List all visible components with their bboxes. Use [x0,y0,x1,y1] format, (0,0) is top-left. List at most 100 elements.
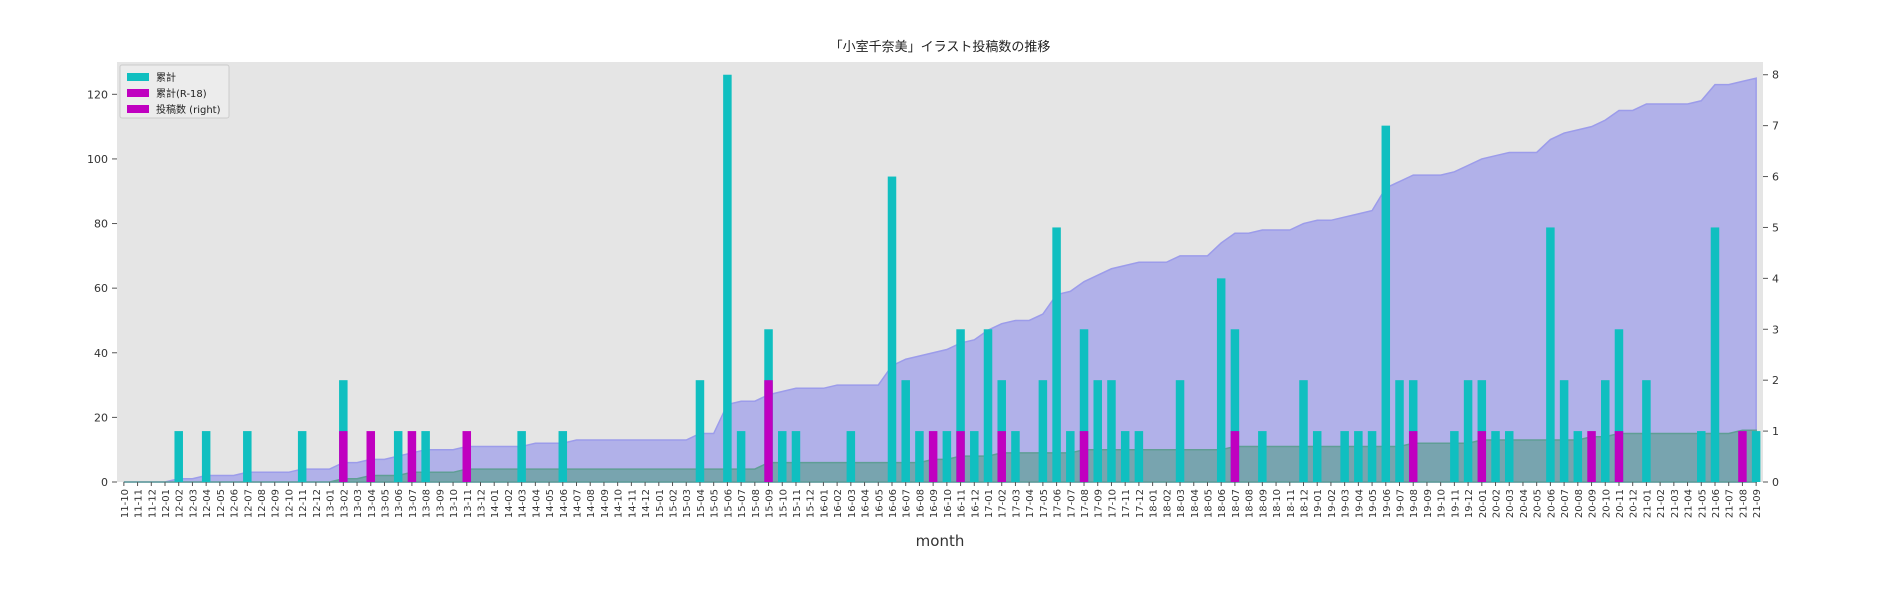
y2-tick-label: 0 [1772,476,1779,489]
r18-post-count-bar-20-09 [1587,431,1596,482]
x-tick-label: 11-10 [120,489,131,518]
x-tick-label: 12-12 [312,489,323,518]
post-count-bar-20-07 [1559,380,1569,482]
x-tick-label: 18-08 [1245,489,1256,518]
x-tick-label: 14-07 [573,489,584,518]
x-tick-label: 19-01 [1313,489,1324,518]
x-tick-label: 20-01 [1478,489,1489,518]
post-count-bar-19-04 [1354,431,1363,482]
x-tick-label: 14-12 [641,489,652,518]
y-tick-label: 60 [94,282,108,295]
post-count-bar-19-03 [1340,431,1349,482]
x-tick-label: 21-06 [1711,489,1722,518]
x-tick-label: 12-06 [230,489,241,518]
r18-post-count-bar-13-02 [339,431,348,482]
legend-label: 累計 [156,71,176,84]
y-tick-label: 0 [101,476,108,489]
x-tick-label: 13-04 [367,489,378,518]
x-tick-label: 17-05 [1039,489,1050,518]
x-tick-label: 19-03 [1341,489,1352,518]
post-count-bar-15-07 [736,431,746,482]
x-tick-label: 21-03 [1670,489,1681,518]
x-tick-label: 20-03 [1505,489,1516,518]
x-tick-label: 20-07 [1560,489,1571,518]
x-tick-label: 15-02 [669,489,680,518]
x-tick-label: 14-02 [504,489,515,518]
post-count-bar-14-06 [558,431,568,482]
x-tick-label: 14-05 [545,489,556,518]
x-tick-label: 13-11 [463,489,474,518]
x-tick-label: 17-09 [1094,489,1105,518]
x-tick-label: 18-01 [1149,489,1160,518]
post-count-bar-17-08 [1079,329,1089,482]
post-count-bar-18-07 [1230,329,1240,482]
x-tick-label: 15-06 [723,489,734,518]
y-tick-label: 20 [94,411,108,424]
post-count-bar-19-01 [1312,431,1322,482]
x-axis-label: month [916,532,965,550]
x-tick-label: 18-05 [1203,489,1214,518]
y2-tick-label: 6 [1772,171,1779,184]
r18-post-count-bar-20-11 [1614,431,1624,482]
y2-tick-label: 3 [1772,323,1779,336]
x-tick-label: 18-10 [1272,489,1283,518]
post-count-bar-18-06 [1216,278,1226,482]
x-tick-label: 16-09 [929,489,940,518]
y-tick-label: 80 [94,218,108,231]
x-tick-label: 13-02 [339,489,350,518]
x-tick-label: 15-04 [696,489,707,518]
x-tick-label: 13-12 [476,489,487,518]
post-count-bar-18-09 [1258,431,1267,482]
x-tick-label: 17-01 [984,489,995,518]
x-tick-label: 15-08 [751,489,762,518]
r18-post-count-bar-20-01 [1477,431,1487,482]
x-tick-label: 15-05 [710,489,721,518]
post-count-bar-12-04 [201,431,211,482]
x-tick-label: 16-01 [819,489,830,518]
x-tick-label: 18-03 [1176,489,1187,518]
post-count-bar-19-07 [1395,380,1404,482]
x-tick-label: 12-01 [161,489,172,518]
x-tick-label: 19-06 [1382,489,1393,518]
left-y-axis: 0 20 40 60 80 100 120 [87,88,117,489]
x-tick-label: 21-09 [1752,489,1763,518]
r18-post-count-bar-16-11 [956,431,965,482]
x-tick-label: 15-01 [655,489,666,518]
x-tick-label: 15-07 [737,489,748,518]
legend-swatch [127,105,149,113]
x-tick-label: 12-04 [202,489,213,518]
y2-tick-label: 7 [1772,120,1779,133]
x-tick-label: 19-04 [1354,489,1365,518]
x-tick-label: 21-04 [1684,489,1695,518]
post-count-bar-20-10 [1601,380,1610,482]
post-count-bar-19-06 [1381,125,1391,482]
post-count-bar-17-03 [1011,431,1020,482]
post-count-bar-21-09 [1751,431,1761,482]
post-count-bar-17-09 [1093,380,1102,482]
x-tick-label: 17-03 [1011,489,1022,518]
post-count-bar-13-06 [393,431,403,482]
x-tick-label: 20-06 [1546,489,1557,518]
post-count-bar-15-10 [778,431,787,482]
x-tick-label: 16-08 [915,489,926,518]
r18-post-count-bar-21-08 [1738,431,1747,482]
x-tick-label: 12-05 [216,489,227,518]
x-tick-label: 17-10 [1107,489,1118,518]
x-tick-label: 19-08 [1409,489,1420,518]
x-tick-label: 18-06 [1217,489,1228,518]
r18-post-count-bar-15-09 [764,380,773,482]
r18-post-count-bar-16-09 [928,431,938,482]
x-tick-label: 19-12 [1464,489,1475,518]
x-tick-label: 18-11 [1286,489,1297,518]
x-tick-label: 20-10 [1601,489,1612,518]
post-count-bar-13-08 [421,431,430,482]
x-tick-label: 17-11 [1121,489,1132,518]
post-count-bar-16-07 [901,380,910,482]
post-count-bar-19-11 [1450,431,1459,482]
r18-post-count-bar-17-02 [997,431,1006,482]
x-tick-label: 21-07 [1725,489,1736,518]
x-tick-label: 12-07 [243,489,254,518]
post-count-bar-19-12 [1463,380,1473,482]
x-tick-label: 12-11 [298,489,309,518]
